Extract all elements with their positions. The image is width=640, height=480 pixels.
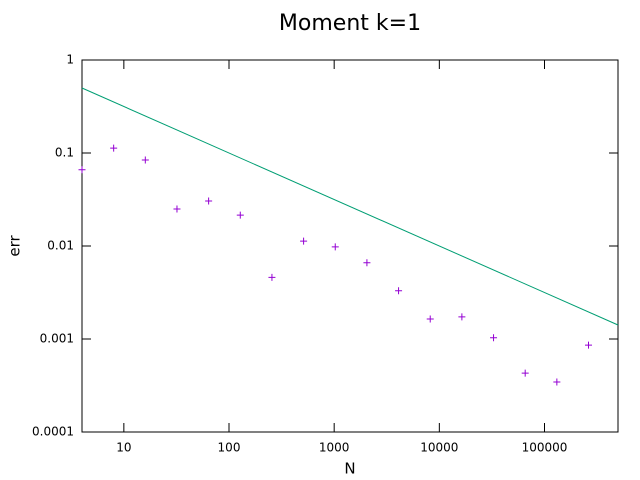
y-tick-label: 0.0001 — [32, 425, 74, 439]
point — [585, 341, 593, 349]
y-tick-label: 0.1 — [55, 146, 74, 160]
x-tick-label: 10000 — [420, 441, 458, 455]
point — [78, 166, 86, 174]
point — [110, 144, 118, 152]
point — [300, 237, 308, 245]
point — [141, 156, 149, 164]
line — [81, 87, 619, 326]
point — [363, 259, 371, 267]
point — [521, 369, 529, 377]
x-tick-label: 100 — [218, 441, 241, 455]
y-axis-label: err — [6, 235, 24, 257]
point — [395, 287, 403, 295]
y-tick-label: 0.01 — [47, 239, 74, 253]
y-tick-label: 0.001 — [40, 332, 74, 346]
y-tick-label: 1 — [66, 53, 74, 67]
point — [173, 205, 181, 213]
chart-title: Moment k=1 — [279, 11, 421, 36]
plot-frame — [81, 59, 619, 433]
point — [331, 243, 339, 251]
x-tick-label: 1000 — [319, 441, 350, 455]
point — [490, 334, 498, 342]
point — [205, 197, 213, 205]
point — [268, 273, 276, 281]
x-tick-label: 10 — [116, 441, 131, 455]
point — [236, 211, 244, 219]
x-tick-label: 100000 — [522, 441, 568, 455]
point — [426, 315, 434, 323]
point — [553, 378, 561, 386]
point — [458, 313, 466, 321]
x-axis-label: N — [344, 460, 355, 478]
